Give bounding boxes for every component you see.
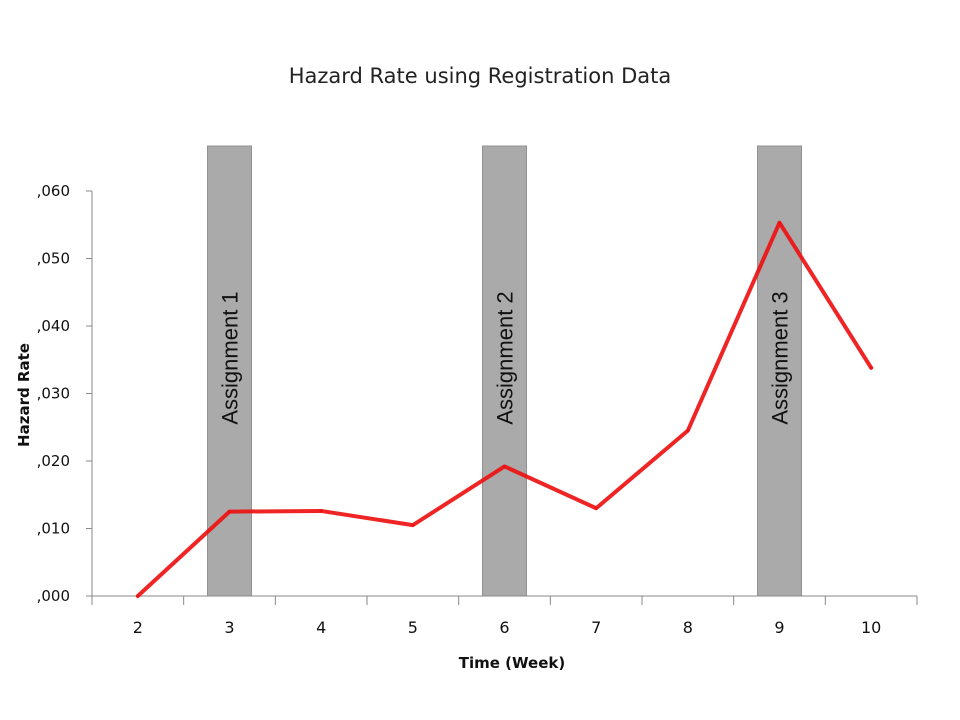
y-tick-label: ,010 <box>37 520 70 538</box>
x-tick-label: 4 <box>316 618 326 637</box>
x-tick-label: 6 <box>499 618 509 637</box>
y-tick-label: ,060 <box>37 182 70 200</box>
y-tick-label: ,020 <box>37 452 70 470</box>
x-tick-label: 5 <box>408 618 418 637</box>
y-tick-label: ,000 <box>37 587 70 605</box>
data-point <box>136 594 140 598</box>
x-tick-label: 3 <box>224 618 234 637</box>
annotation-label-1: Assignment 1 <box>218 291 243 424</box>
annotation-band-2 <box>482 145 527 597</box>
data-point <box>411 523 415 527</box>
data-point <box>503 464 506 468</box>
y-tick-label: ,050 <box>37 250 70 268</box>
chart-title: Hazard Rate using Registration Data <box>289 64 672 88</box>
y-tick-label: ,030 <box>37 385 70 403</box>
data-point <box>319 509 323 513</box>
y-axis-label: Hazard Rate <box>15 343 33 447</box>
x-axis-label: Time (Week) <box>459 654 565 672</box>
annotation-labels: Assignment 1 Assignment 2 Assignment 3 <box>218 291 793 424</box>
axes: ,000 ,010 ,020 ,030 ,040 ,050 ,060 2 3 4 5 6 7 8 9 10 <box>37 182 918 637</box>
data-point <box>869 366 873 370</box>
y-tick-label: ,040 <box>37 317 70 335</box>
x-tick-label: 2 <box>133 618 143 637</box>
x-tick-label: 9 <box>774 618 784 637</box>
x-tick-label: 8 <box>683 618 693 637</box>
annotation-band-1 <box>207 145 252 597</box>
x-tick-label: 10 <box>861 618 881 637</box>
data-point <box>594 506 598 510</box>
data-point <box>686 429 690 433</box>
annotation-label-3: Assignment 3 <box>768 291 793 424</box>
data-point <box>778 221 781 225</box>
annotation-label-2: Assignment 2 <box>493 291 518 424</box>
series-group <box>135 220 874 598</box>
data-point <box>228 510 231 514</box>
x-tick-label: 7 <box>591 618 601 637</box>
